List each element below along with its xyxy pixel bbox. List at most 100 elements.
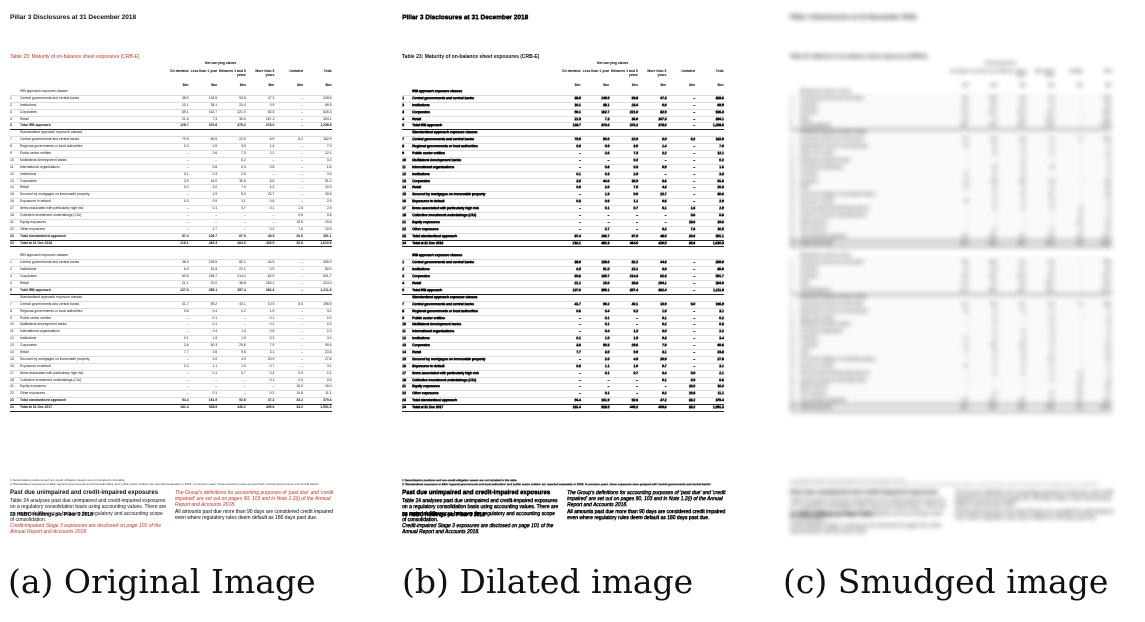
table-row: 15 Secured by mortgages on immovable prop… (402, 357, 724, 364)
row-number: 16 (10, 363, 14, 368)
cell-value: 10.5 (324, 226, 332, 231)
cell-value: 3.1 (1049, 349, 1055, 354)
cell-value: 10.9 (659, 301, 667, 306)
row-number: 5 (402, 287, 404, 292)
cell-value: 4.9 (241, 356, 246, 361)
row-number: 13 (10, 178, 14, 183)
cell-value: 38.0 (574, 95, 581, 100)
cell-value: 33.2 (1076, 398, 1083, 403)
column-unit: $bn (182, 83, 189, 87)
cell-value: 7.9 (719, 144, 724, 149)
cell-value: 0.5 (661, 164, 667, 169)
row-label: Collective investment undertakings (CIU) (20, 213, 82, 218)
row-label: Total at 31 Dec 2017 (800, 405, 833, 410)
cell-value: – (607, 219, 610, 224)
table-row: 9 Public sector entities – 0.1 – 0.1 – 0.2 (790, 316, 1112, 323)
table-row: Standardised approach exposure classes (10, 295, 332, 302)
cell-value: 12.1 (1104, 151, 1112, 156)
row-number: 3 (790, 109, 792, 114)
row-number: 23 (402, 233, 406, 238)
row-label: Public sector entities (412, 151, 445, 156)
cell-value: 128.7 (180, 123, 189, 128)
cell-value: 92.6 (1019, 398, 1026, 403)
dilated-image-panel: Pillar 3 Disclosures at 31 December 2018… (392, 0, 770, 540)
cell-value: – (1081, 102, 1083, 107)
table-row: 13 Corporates 3.9 44.0 36.5 6.6 – 91.0 (10, 179, 332, 186)
column-unit: $bn (660, 83, 667, 87)
cell-value: 0.1 (576, 171, 581, 176)
cell-value: 21.5 (181, 116, 189, 121)
row-number: 7 (10, 301, 12, 306)
cell-value: 22.1 (1019, 267, 1026, 272)
cell-value: – (664, 213, 667, 218)
cell-value: 40.1 (631, 301, 638, 306)
cell-value: – (664, 219, 667, 224)
row-number: 5 (10, 123, 12, 128)
row-label: Retail (412, 185, 421, 190)
cell-value: 0.6 (719, 213, 724, 218)
table-row: 14 Retail 0.0 2.0 7.0 4.3 – 20.3 (790, 185, 1112, 193)
cell-value: – (272, 219, 275, 224)
cell-value: 0.9 (604, 144, 610, 149)
cell-value: – (1023, 377, 1026, 382)
cell-value: 0.8 (992, 164, 998, 169)
row-number: 3 (402, 109, 404, 114)
cell-value (609, 253, 638, 259)
row-number: 14 (402, 349, 406, 354)
cell-value: 0.3 (576, 199, 581, 204)
column-unit: $bn (603, 83, 610, 87)
table-row: Standardised approach exposure classes (402, 130, 724, 138)
cell-value: – (186, 377, 189, 382)
cell-value: 1,211.9 (1100, 287, 1112, 292)
cell-value: 355.1 (208, 287, 218, 292)
row-number: 8 (402, 308, 404, 313)
cell-value: 409.6 (265, 405, 275, 410)
cell-value: 2.2 (1106, 329, 1112, 334)
cell-value: 22.7 (659, 192, 667, 197)
row-number: 3 (10, 109, 12, 114)
row-number: 10 (402, 157, 406, 162)
cell-value: 19.6 (296, 219, 303, 224)
cell-value: 254.1 (658, 281, 667, 286)
cell-value (1083, 253, 1112, 259)
row-label: Regional governments or local authoritie… (412, 308, 478, 313)
cell-value: 0.8 (604, 164, 610, 169)
row-label: Standardised approach exposure classes (800, 130, 867, 135)
cell-value: 0.9 (298, 370, 303, 375)
row-label: Corporates (800, 343, 819, 348)
cell-value: 50.3 (990, 343, 998, 348)
cell-value: 165.7 (208, 274, 218, 279)
cell-value: – (664, 157, 667, 162)
cell-value (189, 130, 218, 136)
cell-value: 2.2 (719, 329, 724, 334)
row-number: 17 (402, 206, 406, 211)
table-row: 12 Institutions 0.1 1.5 1.5 0.3 – 3.4 (402, 336, 724, 344)
cell-value (638, 89, 667, 95)
cell-value: 41.7 (574, 301, 581, 306)
row-number (790, 253, 800, 259)
table-row: 21 Equity exposures – – – – 16.0 16.0 (10, 384, 332, 392)
row-label: Retail (20, 116, 29, 121)
cell-value: 40.1 (1019, 301, 1026, 306)
cell-value: 0.9 (1078, 370, 1083, 375)
cell-value: – (578, 164, 581, 169)
table-row: 17 Items associated with particularly hig… (10, 371, 332, 378)
table-row: 11 International organisations – 0.4 1.3 0.5 –… (790, 329, 1112, 337)
cell-value: – (186, 226, 189, 231)
cell-value (997, 295, 1026, 301)
cell-value: 2.7 (992, 226, 998, 231)
cell-value: 0.4 (212, 329, 218, 334)
cell-value: – (1081, 281, 1083, 286)
table-title: Table 23: Maturity of on-balance sheet e… (790, 54, 928, 60)
cell-value: – (578, 213, 581, 218)
cell-value: – (186, 315, 189, 320)
cell-value: 79.5 (961, 137, 969, 142)
page-footer: 33 HSBC Holdings plc Pillar 3 2018 (10, 512, 93, 518)
rows-2017: IRB approach exposure classes 1 Central go… (790, 253, 1112, 412)
cell-value: 355.1 (988, 287, 998, 292)
cell-value: – (966, 151, 969, 156)
column-unit: $bn (325, 83, 332, 87)
cell-value: 0.1 (269, 206, 275, 211)
cell-value: 379.4 (1103, 398, 1112, 403)
cell-value: – (693, 178, 695, 183)
